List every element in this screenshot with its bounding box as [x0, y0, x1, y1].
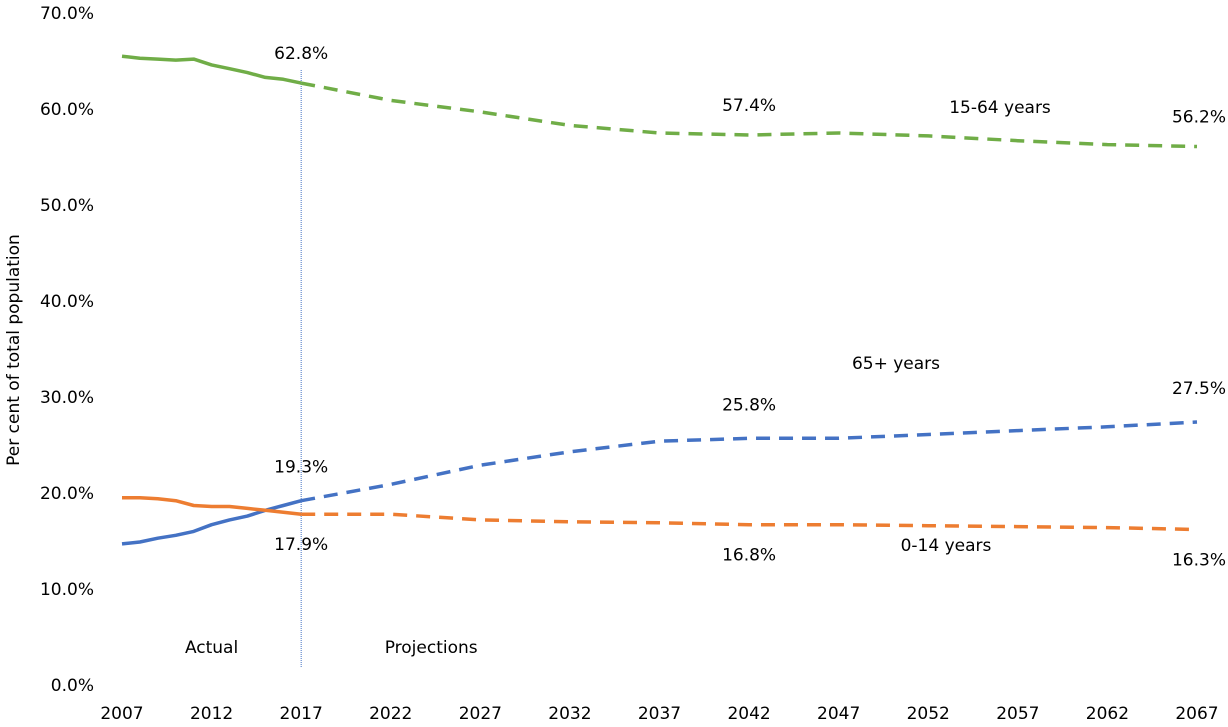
series-label: 65+ years — [852, 354, 940, 374]
y-tick-label: 50.0% — [40, 196, 94, 216]
series-label: 15-64 years — [949, 98, 1051, 118]
data-label: 16.8% — [722, 546, 776, 566]
x-tick-label: 2022 — [369, 704, 412, 724]
y-tick-label: 10.0% — [40, 580, 94, 600]
divider-left-label: Actual — [185, 638, 238, 658]
y-tick-label: 0.0% — [51, 676, 94, 696]
y-tick-label: 70.0% — [40, 4, 94, 24]
y-axis-label: Per cent of total population — [4, 234, 24, 466]
x-tick-label: 2067 — [1175, 704, 1218, 724]
line-projection — [301, 512, 1198, 532]
data-label: 27.5% — [1172, 379, 1226, 399]
line-actual — [121, 499, 302, 546]
y-tick-label: 20.0% — [40, 484, 94, 504]
line-projection — [300, 420, 1198, 503]
x-tick-label: 2012 — [190, 704, 233, 724]
x-tick-label: 2017 — [280, 704, 323, 724]
data-label: 57.4% — [722, 96, 776, 116]
x-tick-label: 2032 — [548, 704, 591, 724]
data-label: 62.8% — [274, 44, 328, 64]
x-tick-label: 2062 — [1086, 704, 1129, 724]
x-tick-label: 2047 — [817, 704, 860, 724]
data-label: 25.8% — [722, 395, 776, 415]
y-tick-label: 30.0% — [40, 388, 94, 408]
data-label: 56.2% — [1172, 107, 1226, 127]
line-actual — [122, 496, 302, 516]
data-label: 17.9% — [274, 535, 328, 555]
divider-right-label: Projections — [385, 638, 478, 658]
y-tick-label: 40.0% — [40, 292, 94, 312]
x-tick-label: 2007 — [100, 704, 143, 724]
line-actual — [121, 54, 302, 85]
y-tick-label: 60.0% — [40, 100, 94, 120]
x-tick-label: 2027 — [459, 704, 502, 724]
x-tick-label: 2057 — [996, 704, 1039, 724]
x-tick-label: 2052 — [907, 704, 950, 724]
data-label: 19.3% — [274, 458, 328, 478]
x-tick-label: 2042 — [727, 704, 770, 724]
series-label: 0-14 years — [901, 536, 992, 556]
data-label: 16.3% — [1172, 551, 1226, 571]
x-tick-label: 2037 — [638, 704, 681, 724]
line-projection — [300, 81, 1198, 149]
